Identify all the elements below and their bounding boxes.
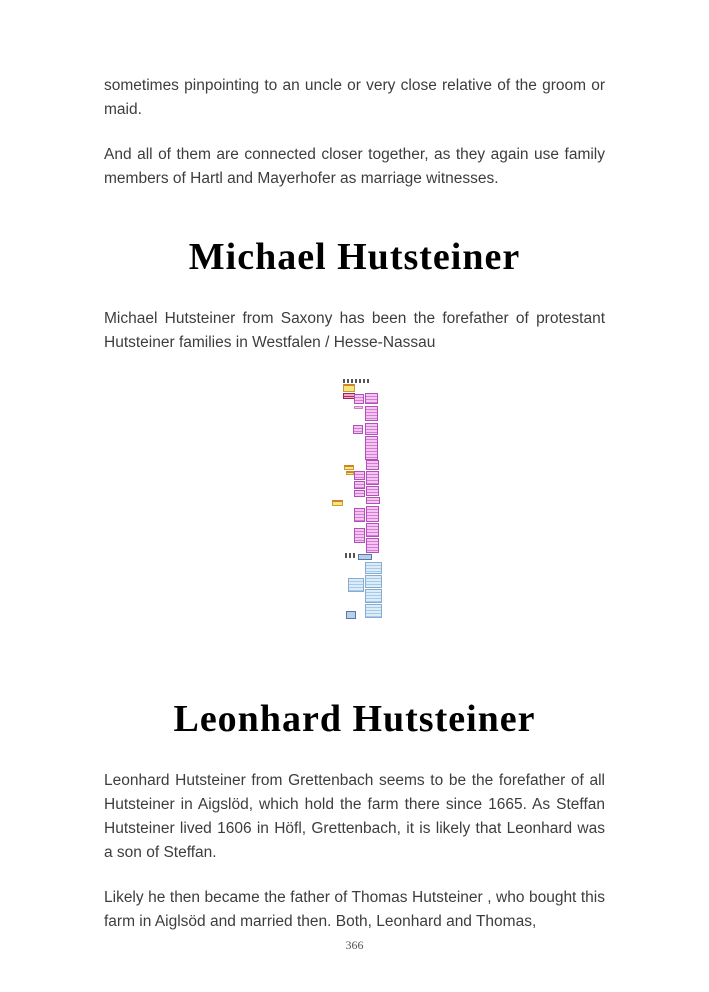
chart-node-pink [353, 425, 363, 434]
paragraph-intro-continuation: sometimes pinpointing to an uncle or ver… [104, 77, 605, 118]
chart-node-yellow [332, 500, 343, 506]
chart-node-pink [366, 538, 379, 553]
page-number: 366 [345, 938, 364, 952]
genealogy-chart-image [330, 376, 388, 623]
chart-node-pink [354, 508, 365, 522]
chart-node-pink [366, 497, 380, 504]
paragraph-michael: Michael Hutsteiner from Saxony has been … [104, 310, 605, 351]
chart-node-textline [343, 379, 369, 383]
paragraph-thomas: Likely he then became the father of Thom… [104, 889, 605, 930]
heading-michael-hutsteiner: Michael Hutsteiner [188, 236, 521, 278]
chart-node-pink [354, 481, 365, 489]
chart-node-pink [354, 528, 365, 543]
chart-node-yellow [344, 465, 354, 470]
chart-node-bluelight [365, 604, 382, 618]
chart-node-pink [354, 490, 365, 497]
chart-node-textline [345, 553, 357, 558]
chart-node-pinklight [354, 406, 363, 409]
chart-node-blue [358, 554, 372, 560]
chart-node-yellow [343, 384, 355, 392]
chart-node-bluelight [365, 575, 382, 588]
heading-leonhard-hutsteiner: Leonhard Hutsteiner [173, 698, 536, 740]
paragraph-connections: And all of them are connected closer tog… [104, 146, 605, 187]
chart-node-pink [365, 393, 378, 404]
chart-node-bluelight [348, 578, 364, 592]
chart-node-pink [354, 394, 364, 404]
chart-node-bluelight [365, 562, 382, 574]
page-content: sometimes pinpointing to an uncle or ver… [104, 0, 605, 955]
paragraph-leonhard: Leonhard Hutsteiner from Grettenbach see… [104, 772, 605, 861]
chart-node-pink [365, 423, 378, 435]
chart-node-bluelight [365, 589, 382, 603]
chart-node-pink [366, 471, 379, 485]
chart-node-yellow [346, 471, 354, 475]
chart-node-blue [346, 611, 356, 619]
chart-node-pink [366, 523, 379, 537]
chart-node-pink [365, 436, 378, 460]
chart-node-pink [365, 406, 378, 421]
chart-node-pink [366, 486, 379, 496]
chart-node-pink [366, 506, 379, 522]
chart-node-pink [366, 460, 379, 470]
chart-node-pink [354, 471, 365, 480]
